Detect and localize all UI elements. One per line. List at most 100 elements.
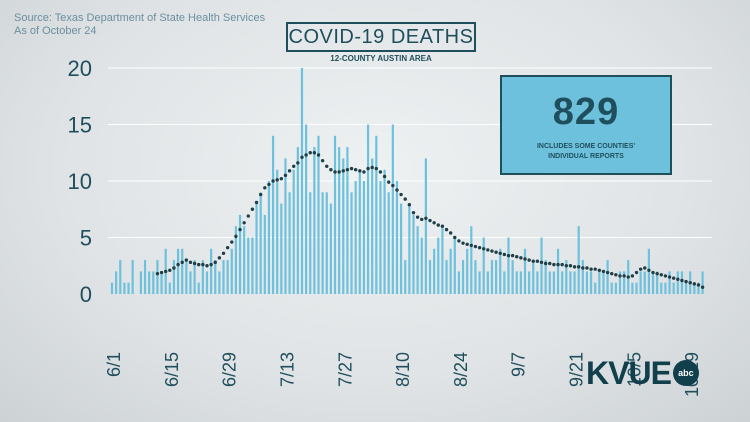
average-dot [440,224,445,228]
bar [668,271,671,294]
bar [594,282,597,294]
bar [131,260,134,294]
bar [643,271,646,294]
bar [424,158,427,294]
average-dot [700,285,705,289]
kvue-logo: KVUE abc [586,355,699,391]
bar [247,237,250,294]
bar [205,271,209,294]
average-dot [543,261,548,266]
average-dot [242,221,246,225]
average-dot [626,275,630,279]
average-dot [535,259,540,263]
bar [375,135,378,294]
average-dot [581,266,585,270]
average-dot [188,260,193,265]
y-tick-label: 15 [68,113,92,138]
average-dot [391,183,395,188]
bar [110,282,114,294]
average-dot [630,274,635,278]
bar [449,248,452,294]
y-tick-label: 5 [80,226,92,251]
bar [565,260,568,294]
bar [271,135,275,294]
average-dot [407,203,412,207]
bar [528,271,531,294]
bar [478,271,481,294]
average-dot [209,262,213,267]
y-axis-ticks: 0 5 10 15 20 [68,56,92,307]
average-dot [663,274,668,278]
bar [515,271,518,294]
bar [581,260,584,294]
average-dot [329,168,333,172]
abc-badge: abc [672,360,699,386]
average-dot [465,242,469,246]
average-dot [659,273,663,277]
average-dot [519,256,523,260]
average-dot [605,270,610,275]
source-line: Source: Texas Department of State Health… [14,12,266,24]
average-dot [643,266,647,270]
bar [511,260,514,294]
average-dot [453,235,457,240]
average-dot [258,192,263,197]
average-dot [163,269,168,274]
average-dot [238,227,242,232]
average-dot [424,216,428,220]
average-dot [382,174,387,179]
average-dot [539,260,544,265]
bar [243,226,246,294]
bar [428,260,432,294]
average-dot [548,261,552,266]
bar [214,260,217,294]
average-dot [213,260,217,265]
bar [350,192,353,294]
bar [238,214,242,294]
bar [552,271,556,294]
bar [284,158,287,294]
average-dot [671,276,676,280]
average-dot [292,164,296,169]
average-dot [560,262,564,267]
bar [457,271,461,294]
y-tick-label: 0 [80,282,92,307]
y-tick-label: 20 [68,56,92,81]
average-dot [337,170,341,174]
average-dot [230,240,234,244]
bar [115,271,118,294]
average-dot [597,268,602,272]
bar [639,271,642,294]
average-dot [184,258,189,262]
bar [371,158,374,294]
bar [651,271,655,294]
bar [276,169,279,294]
average-dot [680,278,684,283]
bar [606,260,609,294]
average-dot [527,258,531,262]
average-dot [275,178,279,182]
bar [482,237,485,294]
x-tick-label: 6/29 [220,352,240,387]
bar [466,248,469,294]
bar [148,271,151,294]
bar [391,124,394,294]
average-dot [250,207,255,211]
bar [490,260,494,294]
average-dot [498,251,502,256]
average-dot [556,262,560,267]
average-dot [370,165,374,170]
average-dot [614,273,618,277]
average-dot [176,262,180,267]
average-dot [576,265,581,269]
average-dot [395,188,399,192]
bar [680,271,684,294]
bar [156,260,159,294]
bar [210,248,213,294]
average-dot [180,260,184,265]
bar [614,282,617,294]
bar [523,248,527,294]
average-dot [523,257,527,261]
bar [408,203,411,294]
bar [168,282,171,294]
